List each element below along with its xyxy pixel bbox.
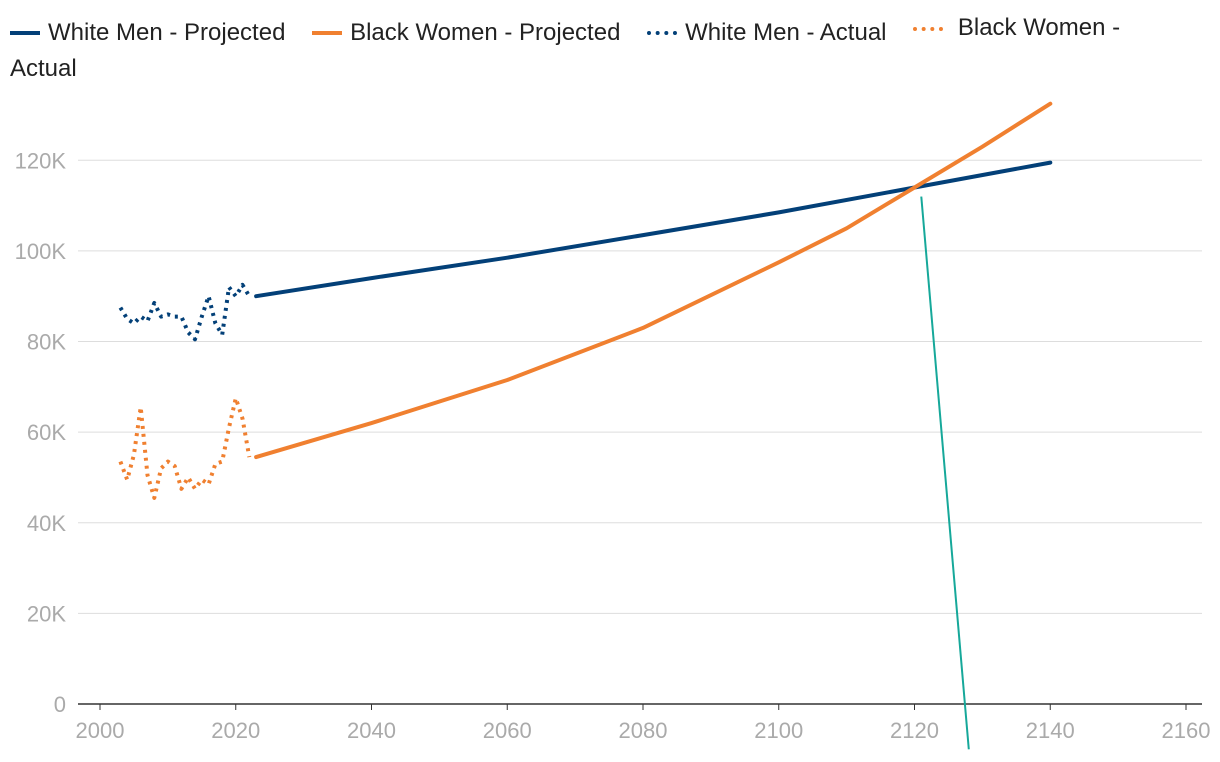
x-tick-label: 2000: [76, 718, 125, 743]
x-tick-label: 2100: [754, 718, 803, 743]
legend-swatch-black-women-projected: [312, 31, 343, 35]
legend-item-white-men-projected[interactable]: White Men - Projected: [10, 15, 285, 51]
y-tick-label: 120K: [15, 148, 67, 173]
legend-swatch-white-men-actual: [647, 31, 678, 35]
legend-label-white-men-actual: White Men - Actual: [685, 19, 887, 46]
y-tick-label: 40K: [27, 511, 66, 536]
legend-item-black-women-projected[interactable]: Black Women - Projected: [312, 15, 620, 51]
x-tick-label: 2080: [619, 718, 668, 743]
x-tick-label: 2160: [1162, 718, 1211, 743]
tick-labels: 0 20K 40K 60K 80K 100K 120K 2000 2020 2040 2060 208…: [15, 148, 1211, 743]
x-tick-label: 2060: [483, 718, 532, 743]
legend-swatch-white-men-projected: [10, 31, 40, 35]
legend-item-white-men-actual[interactable]: White Men - Actual: [647, 15, 887, 51]
legend-label-white-men-projected: White Men - Projected: [48, 19, 286, 46]
teal-line: [920, 196, 970, 750]
legend-item-black-women-actual[interactable]: Black Women - Actual: [10, 14, 1120, 82]
legend-label-black-women-projected: Black Women - Projected: [350, 19, 621, 46]
series-layer: [118, 101, 1053, 750]
legend-label-black-women-actual: Black Women - Actual: [10, 14, 1121, 82]
series-line-white-men-actual[interactable]: [118, 282, 252, 342]
series-line-black-women-projected[interactable]: [254, 101, 1053, 460]
x-tick-label: 2040: [347, 718, 396, 743]
y-tick-label: 20K: [27, 601, 66, 626]
chart-legend: White Men - Projected Black Women - Proj…: [10, 10, 1160, 87]
legend-swatch-black-women-actual: [913, 26, 944, 31]
y-tick-label: 100K: [15, 239, 67, 264]
x-tick-label: 2140: [1026, 718, 1075, 743]
grid-layer: [78, 159, 1202, 614]
series-line-black-women-actual[interactable]: [118, 396, 252, 500]
x-tick-label: 2120: [890, 718, 939, 743]
x-tick-label: 2020: [211, 718, 260, 743]
series-line-white-men-projected[interactable]: [254, 160, 1053, 299]
y-tick-label: 60K: [27, 420, 66, 445]
y-tick-label: 0: [54, 692, 66, 717]
y-tick-label: 80K: [27, 330, 66, 355]
axis-layer: [78, 703, 1202, 710]
